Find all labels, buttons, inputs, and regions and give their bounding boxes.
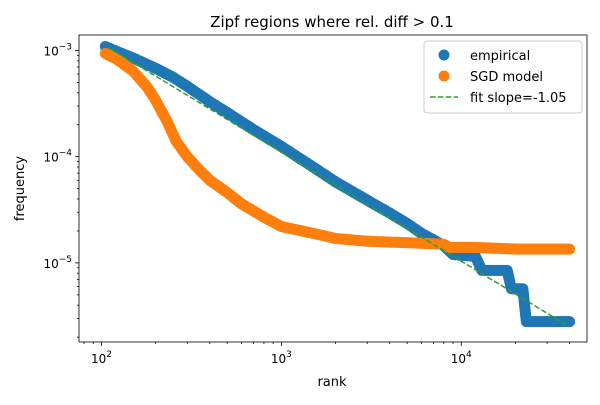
legend-frame bbox=[423, 40, 583, 114]
series-1-markers bbox=[99, 47, 576, 255]
series-layer bbox=[99, 41, 576, 328]
legend-label: SGD model bbox=[470, 70, 543, 85]
data-point bbox=[564, 243, 576, 255]
y-tick-label: 10−4 bbox=[43, 149, 72, 165]
legend-marker-swatch bbox=[438, 70, 450, 82]
y-axis-label: frequency bbox=[13, 156, 28, 222]
x-tick-label: 103 bbox=[271, 350, 292, 366]
legend-label: empirical bbox=[470, 49, 530, 64]
chart-title: Zipf regions where rel. diff > 0.1 bbox=[210, 13, 454, 31]
legend: empirical SGD model fit slope=-1.05 bbox=[423, 40, 583, 114]
data-point bbox=[564, 316, 576, 328]
y-axis: 10−5 10−4 10−3 bbox=[43, 43, 79, 338]
legend-marker-swatch bbox=[438, 49, 450, 61]
x-axis-label: rank bbox=[317, 375, 347, 390]
fit-line bbox=[108, 47, 570, 328]
x-tick-label: 102 bbox=[91, 350, 112, 366]
y-tick-label: 10−3 bbox=[43, 43, 72, 59]
plot-area bbox=[78, 34, 588, 343]
y-tick-label: 10−5 bbox=[43, 255, 72, 271]
legend-items: empirical SGD model fit slope=-1.05 bbox=[430, 49, 567, 106]
x-tick-label: 104 bbox=[451, 350, 472, 366]
legend-label: fit slope=-1.05 bbox=[470, 91, 567, 106]
x-axis: 102 103 104 bbox=[83, 342, 570, 366]
